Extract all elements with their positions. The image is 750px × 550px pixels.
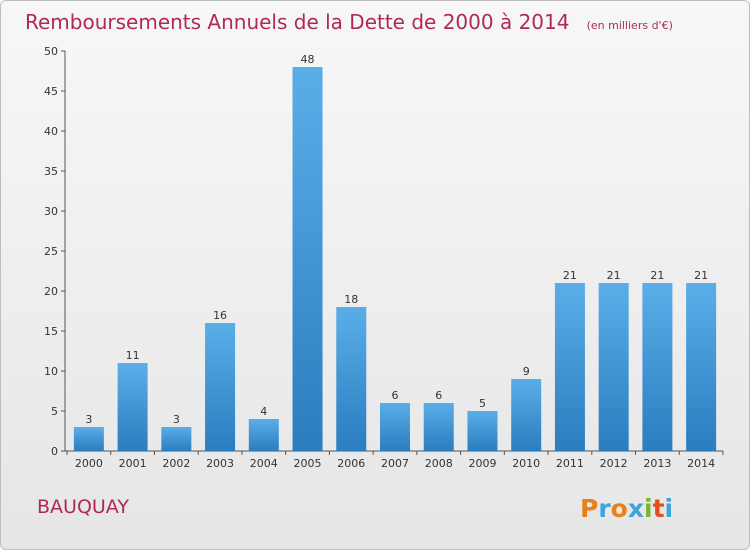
data-label-2002: 3 [173,413,180,426]
x-tick-label: 2009 [468,457,496,470]
data-label-2014: 21 [694,269,708,282]
data-label-2011: 21 [563,269,577,282]
bar-2009 [467,411,498,451]
chart-title-group: Remboursements Annuels de la Dette de 20… [25,10,673,34]
logo-letter: o [611,494,628,523]
logo-letter: P [580,494,598,523]
logo-letter: i [665,494,674,523]
data-labels: 3 11 3 16 4 48 18 6 6 5 9 21 21 21 21 [85,53,708,426]
x-tick-label: 2012 [600,457,628,470]
chart-subtitle: (en milliers d'€) [587,19,673,32]
data-label-2009: 5 [479,397,486,410]
x-tick-label: 2011 [556,457,584,470]
y-tick-label: 40 [44,125,58,138]
y-tick-label: 25 [44,245,58,258]
chart-title: Remboursements Annuels de la Dette de 20… [25,10,569,34]
y-tick-label: 45 [44,85,58,98]
y-tick-label: 35 [44,165,58,178]
y-tick-label: 0 [51,445,58,458]
data-label-2006: 18 [344,293,358,306]
y-tick-label: 5 [51,405,58,418]
x-tick-label: 2014 [687,457,715,470]
bar-2014 [686,283,717,451]
data-label-2005: 48 [301,53,315,66]
bars [73,67,717,451]
data-label-2004: 4 [260,405,267,418]
logo-letter: x [628,494,644,523]
logo-letter: t [653,494,665,523]
logo-letter: r [598,494,611,523]
x-tick-label: 2007 [381,457,409,470]
x-tick-label: 2004 [250,457,278,470]
bar-2007 [380,403,410,451]
bar-2008 [423,403,454,451]
bar-2000 [73,427,104,451]
bar-2006 [336,307,367,451]
logo-letter: i [644,494,653,523]
x-tick-label: 2001 [119,457,147,470]
y-tick-label: 50 [44,45,58,58]
data-label-2013: 21 [650,269,664,282]
x-tick-label: 2002 [162,457,190,470]
x-tick-label: 2008 [425,457,453,470]
bar-2004 [248,419,279,451]
bar-2010 [511,379,542,451]
y-tick-label: 30 [44,205,58,218]
data-label-2008: 6 [435,389,442,402]
bar-2011 [554,283,585,451]
data-label-2001: 11 [126,349,140,362]
data-label-2003: 16 [213,309,227,322]
x-tick-label: 2010 [512,457,540,470]
y-tick-label: 20 [44,285,58,298]
x-axis: 2000 2001 2002 2003 2004 2005 2006 2007 2008 2009… [65,450,724,470]
bar-2002 [161,427,192,451]
bar-2003 [205,323,236,451]
data-label-2000: 3 [85,413,92,426]
bar-2005 [292,67,323,451]
y-tick-label: 15 [44,325,58,338]
proxiti-logo: Proxiti [580,494,673,523]
data-label-2010: 9 [523,365,530,378]
commune-name: BAUQUAY [37,496,129,518]
x-tick-label: 2005 [294,457,322,470]
data-label-2012: 21 [607,269,621,282]
y-axis: 0 5 10 15 20 25 30 35 40 45 50 [44,45,66,458]
bar-2001 [117,363,148,451]
y-tick-label: 10 [44,365,58,378]
x-tick-label: 2013 [643,457,671,470]
data-label-2007: 6 [392,389,399,402]
x-tick-label: 2000 [75,457,103,470]
bar-2013 [642,283,673,451]
x-tick-label: 2003 [206,457,234,470]
bar-2012 [598,283,629,451]
x-tick-label: 2006 [337,457,365,470]
